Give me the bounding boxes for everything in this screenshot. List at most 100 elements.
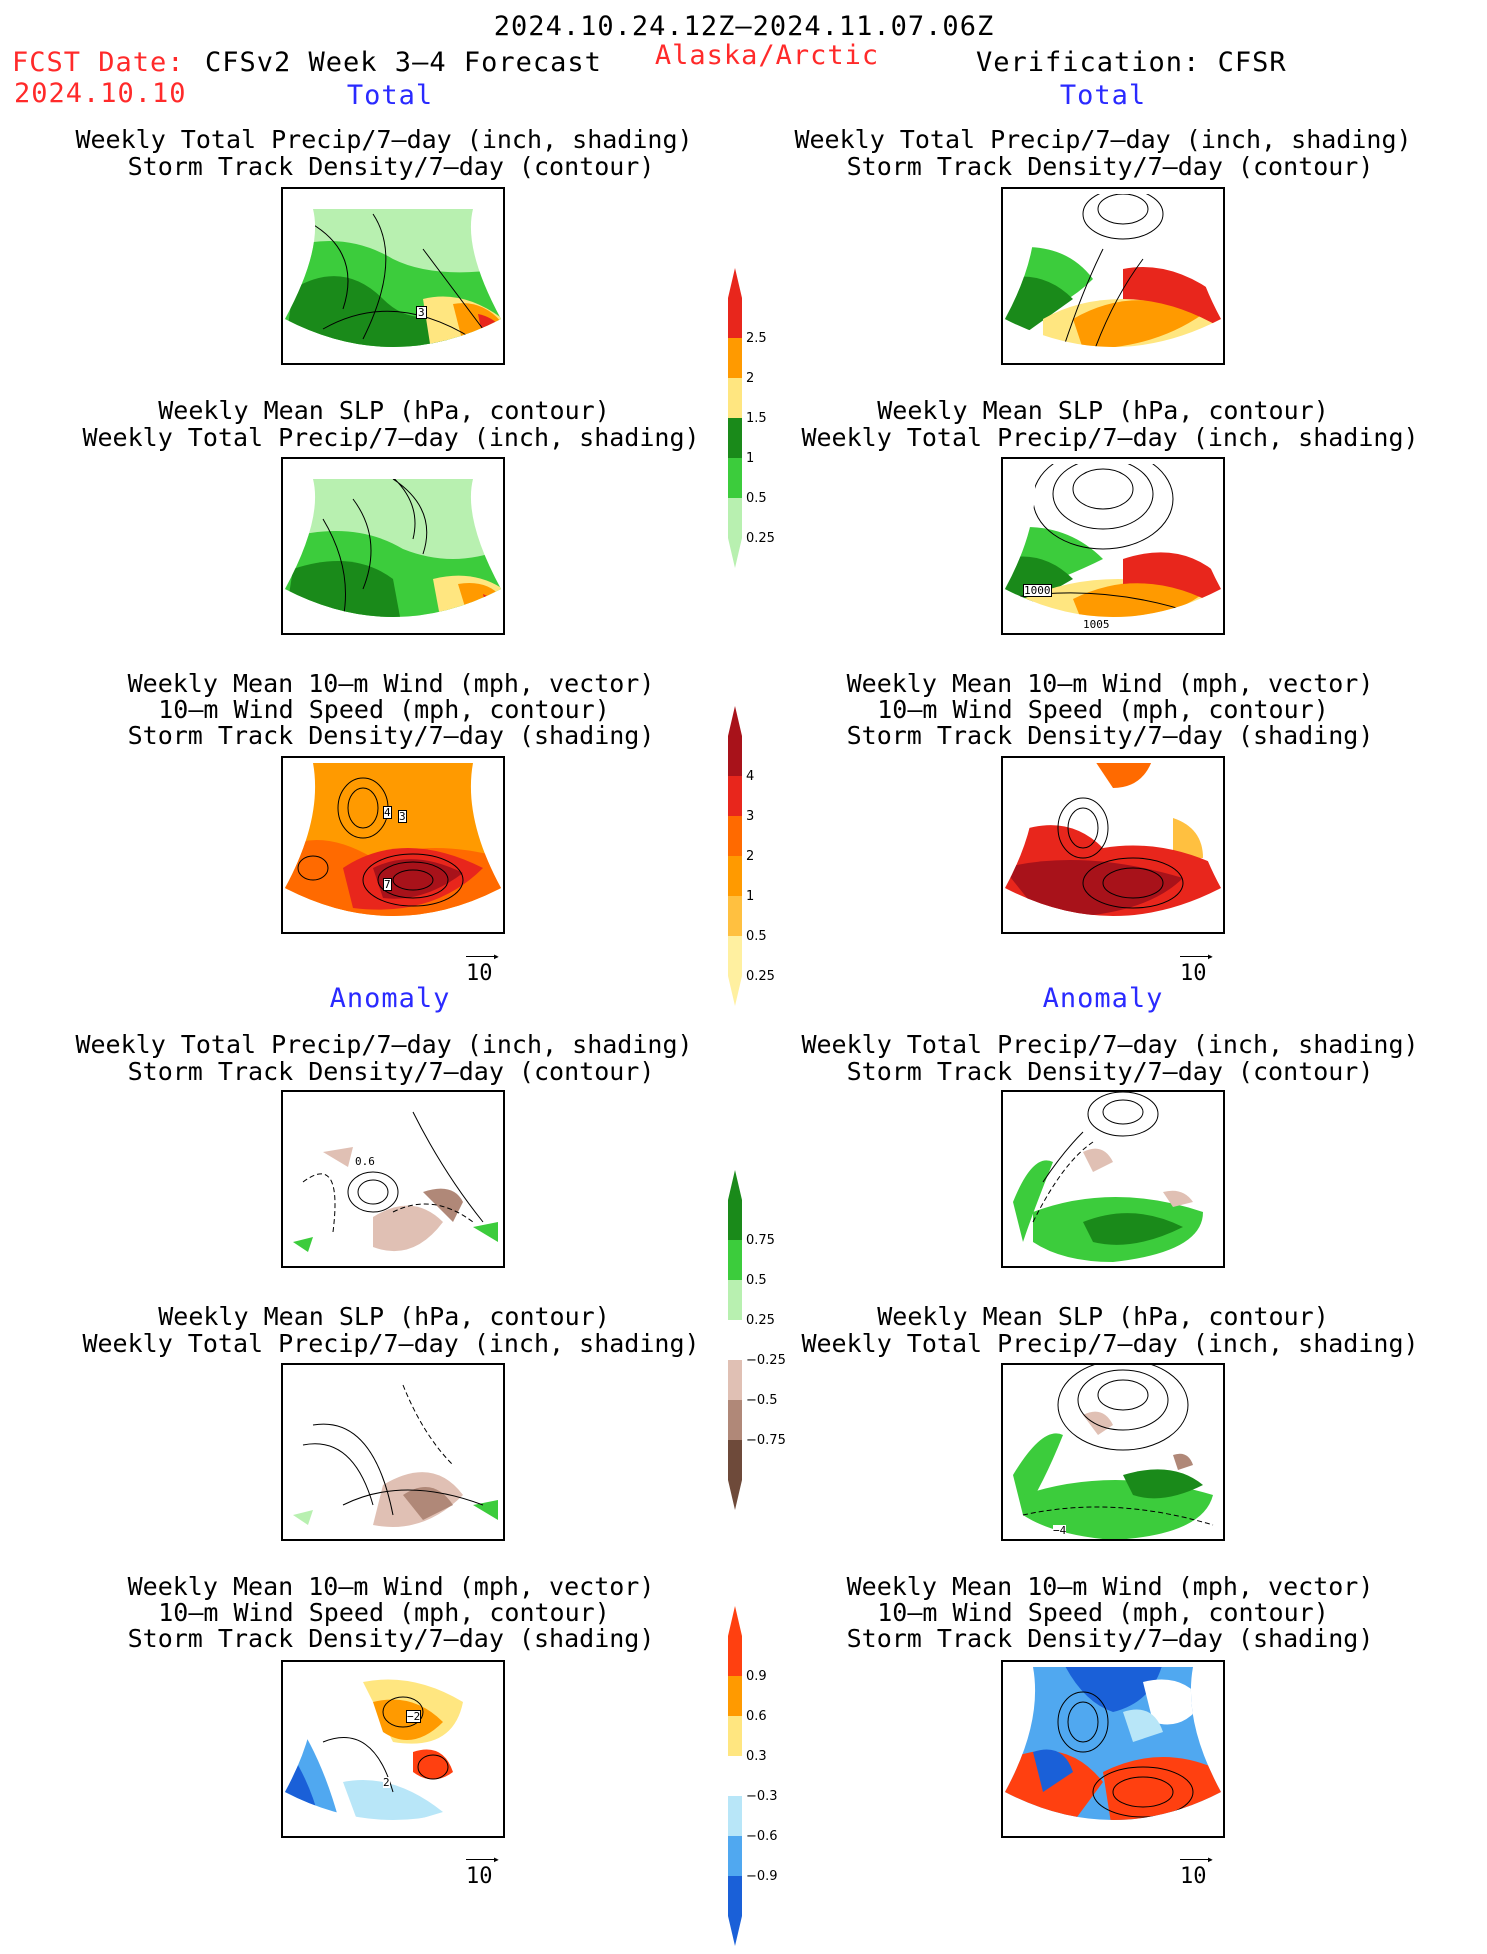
colorbar-segment [728,856,742,896]
map-forecast-anom-slp [281,1363,505,1541]
colorbar-segment [728,1200,742,1240]
panel-title-line: Weekly Mean 10–m Wind (mph, vector) [846,669,1374,698]
map-verification-total-slp: 1000 1005 [1001,457,1225,635]
colorbar-segment [728,1240,742,1280]
fcst-date-value: 2024.10.10 [14,78,187,109]
colorbar-tick-label: 1 [746,451,754,466]
colorbar-segment [728,338,742,378]
colorbar-tick-label: 1.5 [746,411,767,426]
contour-label: 7 [383,878,392,891]
map-forecast-total-precip: 3 [281,187,505,365]
colorbar-segment [728,418,742,458]
panel-title-line: Weekly Total Precip/7–day (inch, shading… [794,125,1412,154]
panel-title-line: 10–m Wind Speed (mph, contour) [877,1598,1329,1627]
vector-reference: ▸ 10 [1180,1852,1214,1889]
colorbar-tick-label: 1 [746,889,754,904]
colorbar-segment [728,776,742,816]
panel-title-line: Weekly Total Precip/7–day (inch, shading… [75,125,693,154]
colorbar-tick-label: 2 [746,371,754,386]
panel-title-line: Storm Track Density/7–day (shading) [127,1624,655,1653]
map-verification-anom-slp: −4 [1001,1363,1225,1541]
panel-title-line: Weekly Mean SLP (hPa, contour) [877,396,1329,425]
colorbar-tick-label: 2 [746,849,754,864]
contour-label: 3 [416,306,427,319]
panel-title-line: Weekly Total Precip/7–day (inch, shading… [82,1329,700,1358]
colorbar-top-triangle [728,268,742,298]
colorbar-tick-label: −0.9 [746,1869,778,1884]
colorbar-precip-total: 2.5 2 1.5 1 0.5 0.25 [720,268,800,576]
vector-reference: ▸ 10 [1180,949,1214,986]
panel-title-line: 10–m Wind Speed (mph, contour) [877,695,1329,724]
panel-title-line: Weekly Total Precip/7–day (inch, shading… [801,423,1419,452]
colorbar-segment [728,816,742,856]
model-title: CFSv2 Week 3–4 Forecast [205,47,602,78]
map-verification-total-wind [1001,756,1225,934]
panel-title-line: Storm Track Density/7–day (shading) [846,1624,1374,1653]
panel-title-line: Weekly Total Precip/7–day (inch, shading… [82,423,700,452]
total-label-right: Total [1059,80,1147,111]
map-verification-total-precip [1001,187,1225,365]
fcst-date-label: FCST Date: [12,47,185,78]
panel-title-line: Storm Track Density/7–day (shading) [127,721,655,750]
vector-reference: ▸ 10 [466,949,500,986]
region-title: Alaska/Arctic [654,40,880,71]
colorbar-tick-label: −0.5 [746,1393,778,1408]
colorbar-segment [728,1756,742,1796]
contour-label: 3 [398,810,407,823]
colorbar-bottom-triangle [728,1480,742,1510]
colorbar-tick-label: 0.3 [746,1749,767,1764]
colorbar-tick-label: −0.6 [746,1829,778,1844]
anomaly-label-left: Anomaly [329,983,451,1014]
colorbar-segment [728,1636,742,1676]
colorbar-storm-total: 4 3 2 1 0.5 0.25 [720,706,800,1014]
colorbar-segment [728,378,742,418]
colorbar-tick-label: −0.3 [746,1789,778,1804]
panel-title-line: Weekly Mean 10–m Wind (mph, vector) [127,1572,655,1601]
colorbar-segment [728,1876,742,1916]
contour-label: 1005 [1083,618,1110,631]
colorbar-segment [728,1400,742,1440]
colorbar-segment [728,1836,742,1876]
contour-label: −4 [1053,1524,1067,1537]
map-forecast-anom-wind: −2 2 [281,1660,505,1838]
panel-title-line: Weekly Total Precip/7–day (inch, shading… [75,1030,693,1059]
colorbar-segment [728,896,742,936]
colorbar-top-triangle [728,1170,742,1200]
colorbar-tick-label: 0.5 [746,929,767,944]
colorbar-tick-label: 0.5 [746,491,767,506]
colorbar-segment [728,1280,742,1320]
map-verification-anom-precip [1001,1090,1225,1268]
colorbar-tick-label: 2.5 [746,331,767,346]
map-verification-anom-wind [1001,1660,1225,1838]
colorbar-segment [728,1320,742,1360]
colorbar-segment [728,458,742,498]
contour-label: 2 [383,1776,390,1789]
colorbar-tick-label: 0.5 [746,1273,767,1288]
panel-title-line: Storm Track Density/7–day (contour) [846,1057,1374,1086]
colorbar-segment [728,1440,742,1480]
colorbar-bottom-triangle [728,538,742,568]
panel-title-line: Storm Track Density/7–day (shading) [846,721,1374,750]
colorbar-precip-anom: 0.75 0.5 0.25 −0.25 −0.5 −0.75 [720,1170,800,1518]
colorbar-tick-label: 0.25 [746,1313,775,1328]
period-title: 2024.10.24.12Z–2024.11.07.06Z [493,11,995,42]
panel-title-line: Storm Track Density/7–day (contour) [846,152,1374,181]
panel-title-line: Weekly Mean 10–m Wind (mph, vector) [846,1572,1374,1601]
colorbar-tick-label: 0.6 [746,1709,767,1724]
colorbar-top-triangle [728,706,742,736]
panel-title-line: Weekly Total Precip/7–day (inch, shading… [801,1329,1419,1358]
colorbar-tick-label: 0.75 [746,1233,775,1248]
map-forecast-total-slp [281,457,505,635]
colorbar-tick-label: 0.9 [746,1669,767,1684]
panel-title-line: Weekly Mean SLP (hPa, contour) [158,396,610,425]
contour-label: 0.6 [355,1155,375,1168]
panel-title-line: 10–m Wind Speed (mph, contour) [158,1598,610,1627]
colorbar-bottom-triangle [728,1916,742,1946]
colorbar-segment [728,1676,742,1716]
colorbar-tick-label: −0.75 [746,1433,786,1448]
colorbar-tick-label: 0.25 [746,531,775,546]
colorbar-segment [728,298,742,338]
vector-reference: ▸ 10 [466,1852,500,1889]
contour-label: 4 [383,806,392,819]
panel-title-line: Weekly Total Precip/7–day (inch, shading… [801,1030,1419,1059]
